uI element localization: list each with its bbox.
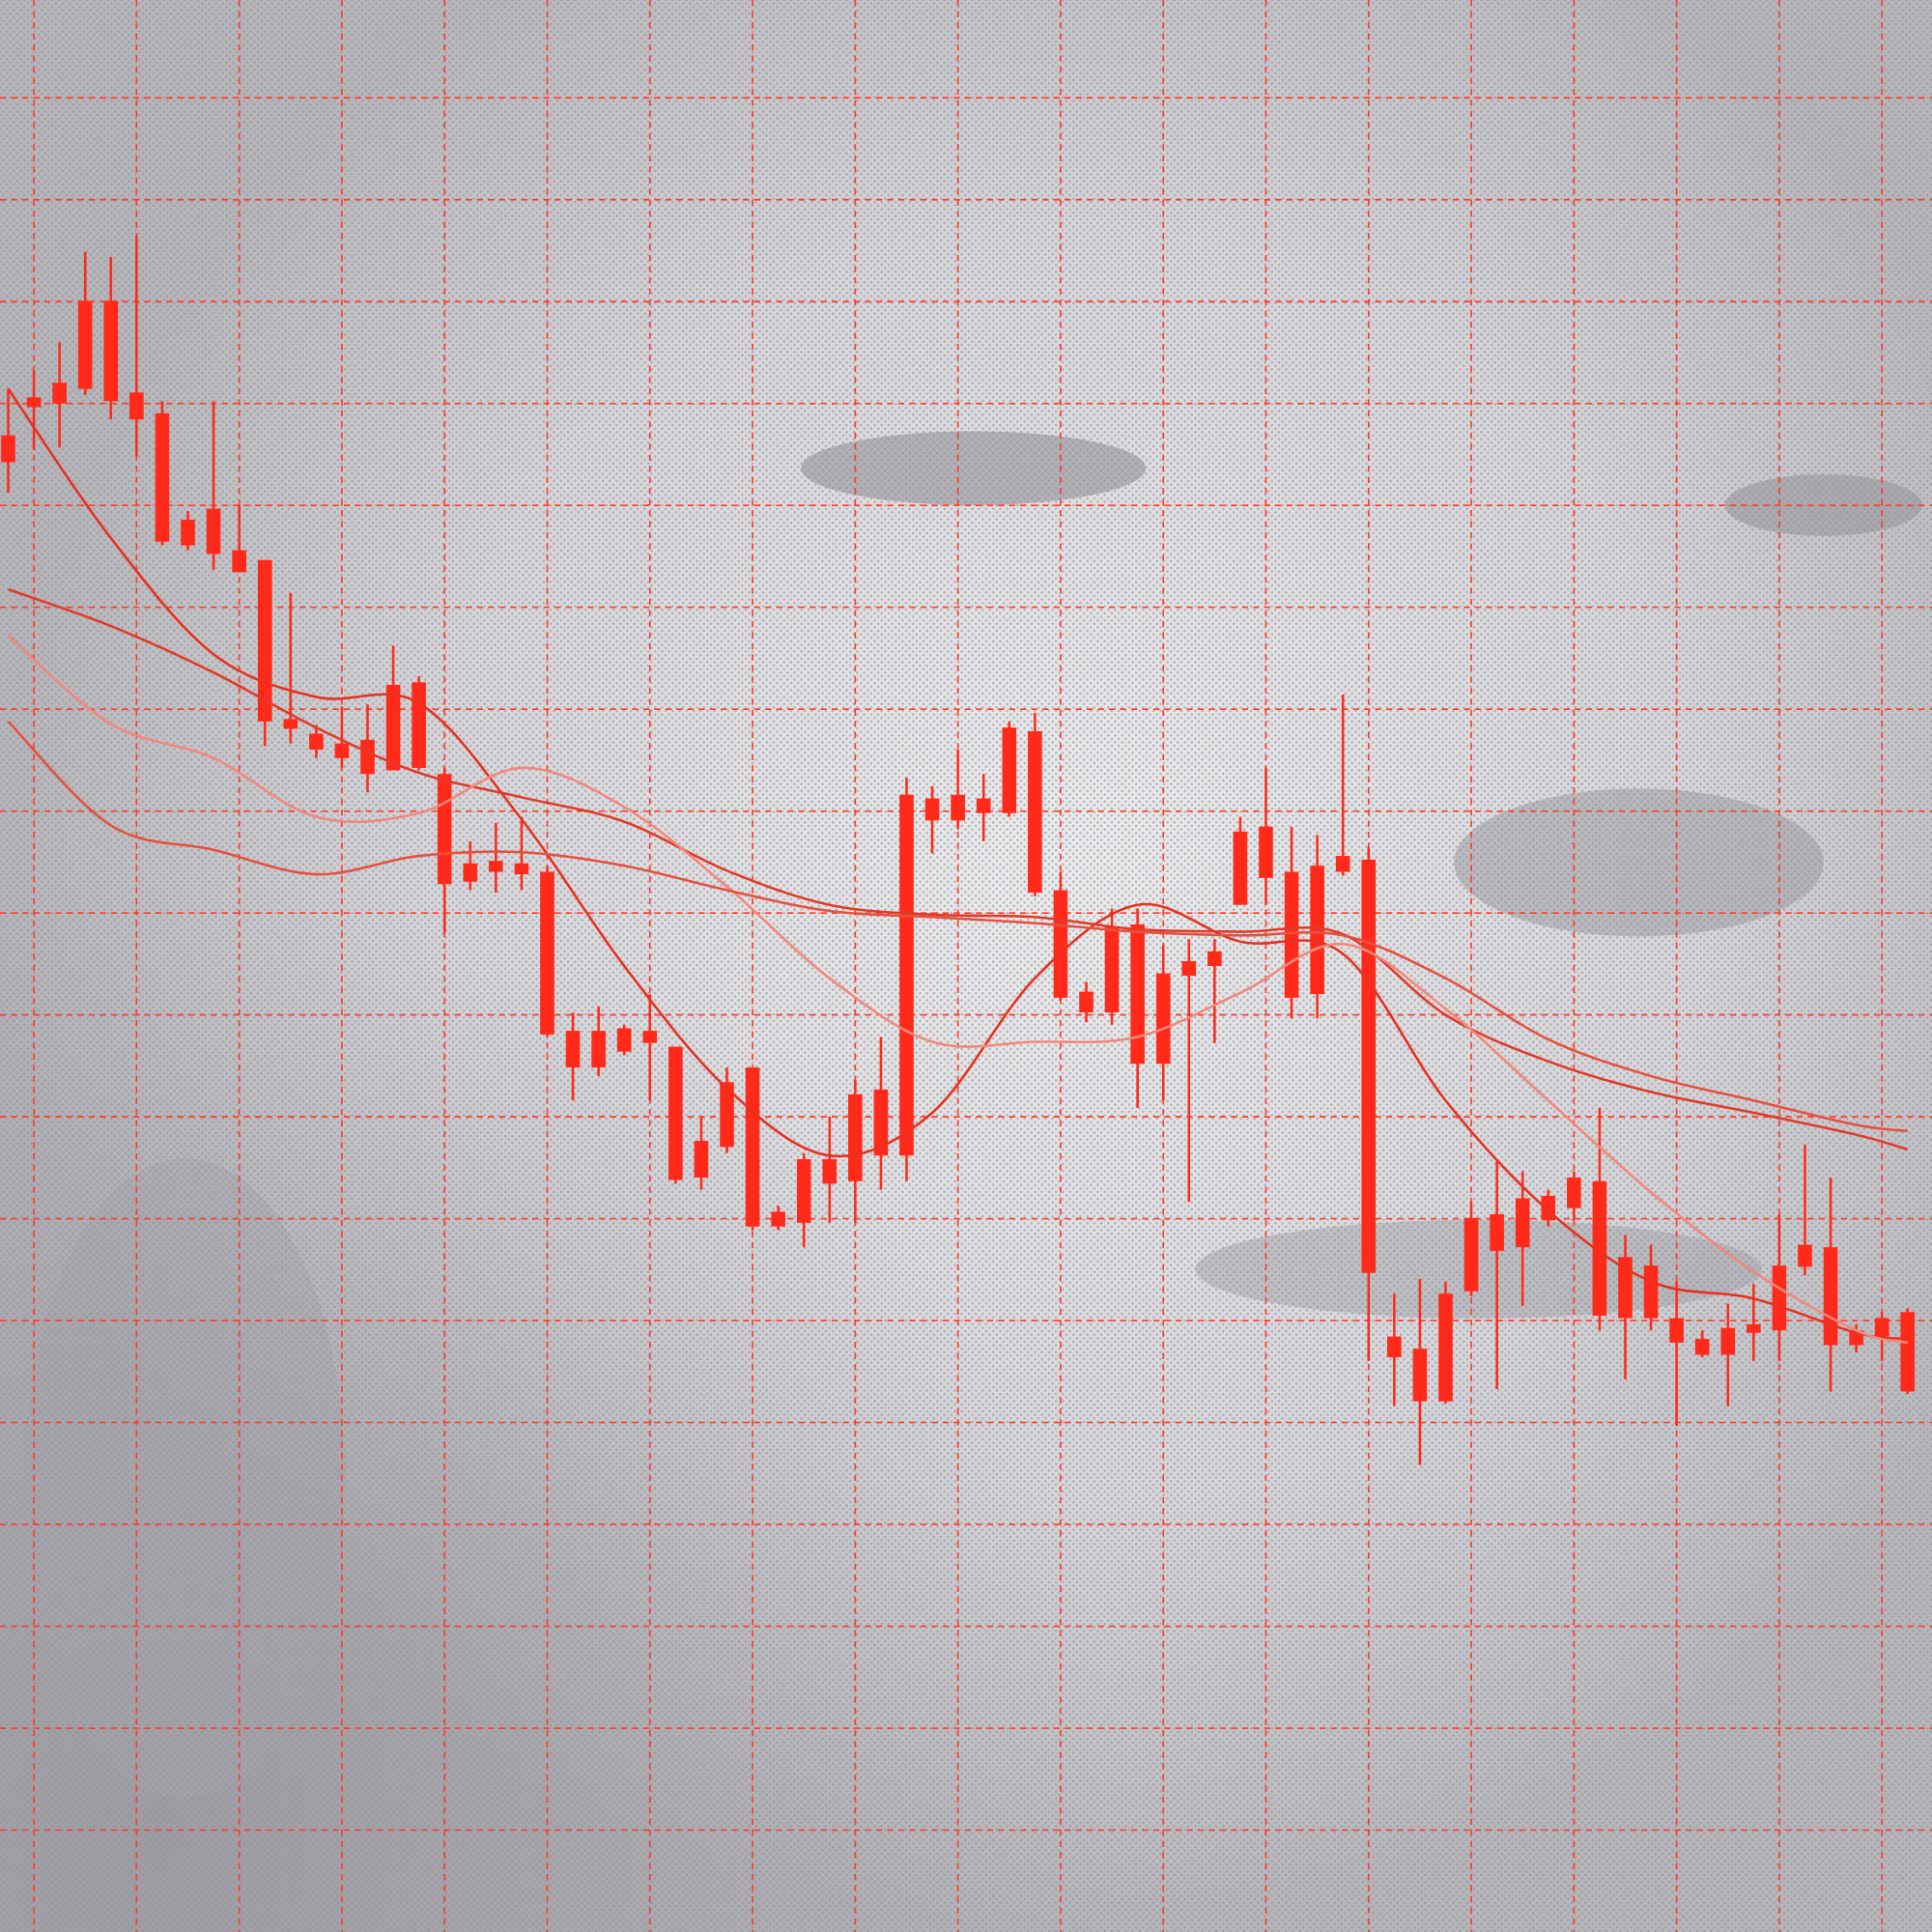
candle-body xyxy=(52,383,67,404)
candle-body xyxy=(1747,1323,1761,1333)
candle-body xyxy=(1335,856,1350,872)
candle-body xyxy=(1310,866,1324,995)
candle-body xyxy=(1208,951,1222,966)
candle-body xyxy=(360,739,375,775)
candle-body xyxy=(1438,1293,1453,1402)
candle-body xyxy=(565,1031,581,1068)
candle-body xyxy=(1002,727,1017,813)
candle-body xyxy=(385,684,401,771)
candle-body xyxy=(745,1067,760,1227)
candle-body xyxy=(1181,960,1197,977)
candle-body xyxy=(1412,1349,1428,1402)
candle-body xyxy=(489,861,503,872)
candle-body xyxy=(463,863,478,882)
candle-body xyxy=(309,733,324,750)
candle-body xyxy=(181,519,195,546)
candle-body xyxy=(103,300,119,402)
candle-body xyxy=(848,1094,863,1181)
moving-average-line xyxy=(7,387,1908,1341)
candle-body xyxy=(899,794,914,1156)
candle-body xyxy=(694,1141,709,1178)
candle-body xyxy=(976,798,991,813)
candle-body xyxy=(1028,730,1042,894)
candle-body xyxy=(771,1211,785,1227)
candle-body xyxy=(1541,1195,1556,1221)
candle-body xyxy=(206,508,221,554)
candle-body xyxy=(1079,991,1094,1013)
candle-body xyxy=(1720,1327,1736,1355)
candle-body xyxy=(129,392,144,420)
candle-body xyxy=(1669,1318,1684,1343)
candle-body xyxy=(1643,1265,1659,1319)
candle-body xyxy=(1130,923,1145,1065)
candle-body xyxy=(1592,1180,1607,1317)
candle-body xyxy=(1823,1247,1838,1346)
candle-body xyxy=(77,300,93,389)
candle-body xyxy=(1798,1244,1812,1267)
candle-body xyxy=(26,397,42,408)
candle-body xyxy=(591,1031,606,1068)
candle-body xyxy=(283,719,298,729)
candle-body xyxy=(437,774,452,885)
candle-body xyxy=(1233,831,1248,905)
candle-body xyxy=(155,412,170,542)
candle-body xyxy=(1567,1177,1581,1208)
candle-body xyxy=(616,1028,632,1052)
candle-body xyxy=(540,871,554,1035)
candle-body xyxy=(822,1159,838,1184)
candle-body xyxy=(232,550,246,573)
candle-body xyxy=(924,798,940,821)
candle-body xyxy=(1618,1257,1633,1319)
candle-body xyxy=(1284,871,1299,998)
candle-body xyxy=(1874,1318,1889,1337)
candle-body xyxy=(796,1159,811,1223)
candle-body xyxy=(1,435,15,463)
candle-body xyxy=(668,1046,683,1180)
candle-body xyxy=(1104,926,1120,1013)
candle-body xyxy=(412,682,426,768)
candle-body xyxy=(1490,1213,1504,1251)
candle-body xyxy=(1694,1339,1710,1355)
candle-body xyxy=(1900,1312,1916,1392)
candle-body xyxy=(951,794,965,821)
candle-body xyxy=(873,1089,889,1156)
moving-average-line xyxy=(7,720,1908,1133)
candle-body xyxy=(1053,890,1068,998)
candle-body xyxy=(514,863,529,875)
moving-average-line xyxy=(8,587,1909,1151)
candle-body xyxy=(1515,1198,1530,1248)
candle-body xyxy=(1155,973,1171,1065)
candle-body xyxy=(720,1082,734,1148)
candle-body xyxy=(1387,1336,1402,1358)
candle-body xyxy=(334,743,350,758)
moving-average-line xyxy=(7,635,1909,1345)
candle-body xyxy=(1259,826,1273,878)
candle-body xyxy=(1772,1265,1787,1331)
candle-body xyxy=(642,1031,658,1043)
candle-body xyxy=(1463,1217,1479,1292)
candle-body xyxy=(1361,859,1377,1273)
